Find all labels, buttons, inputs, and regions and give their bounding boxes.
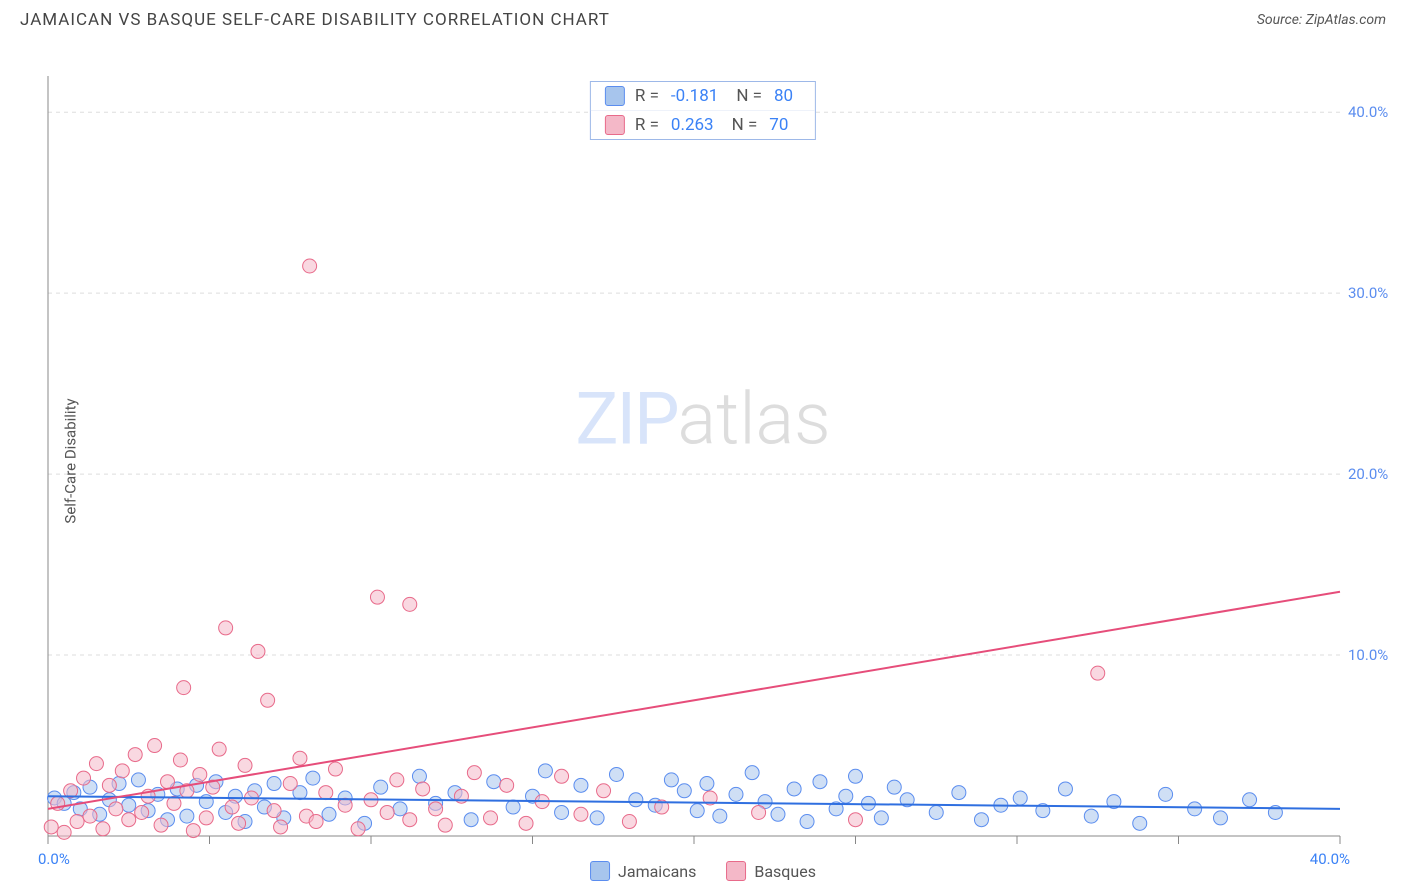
legend-label-jamaicans: Jamaicans (618, 862, 696, 881)
stats-legend: R = -0.181 N = 80 R = 0.263 N = 70 (590, 81, 816, 140)
chart-area: Self-Care Disability ZIPatlas 10.0%20.0%… (0, 36, 1406, 886)
stats-row-jamaicans: R = -0.181 N = 80 (591, 82, 815, 110)
r-label-2: R = (635, 115, 659, 135)
legend-swatch-basques (726, 861, 746, 881)
legend-item-jamaicans: Jamaicans (590, 861, 696, 881)
svg-text:20.0%: 20.0% (1348, 465, 1388, 483)
svg-text:40.0%: 40.0% (1310, 850, 1350, 868)
chart-title: JAMAICAN VS BASQUE SELF-CARE DISABILITY … (20, 10, 610, 30)
legend-swatch-jamaicans (590, 861, 610, 881)
stats-row-basques: R = 0.263 N = 70 (591, 110, 815, 139)
swatch-basques (605, 115, 625, 135)
r-value-1: -0.181 (671, 86, 718, 106)
svg-text:30.0%: 30.0% (1348, 284, 1388, 302)
r-value-2: 0.263 (671, 115, 714, 135)
svg-text:0.0%: 0.0% (38, 850, 70, 868)
svg-text:10.0%: 10.0% (1348, 646, 1388, 664)
series-legend: Jamaicans Basques (590, 861, 816, 881)
y-axis-label: Self-Care Disability (62, 398, 80, 523)
scatter-chart: 10.0% 20.0% 30.0% 40.0% 0.0% 40.0% (0, 36, 1406, 886)
source-attribution: Source: ZipAtlas.com (1257, 12, 1386, 28)
n-label-2: N = (732, 115, 758, 135)
n-value-2: 70 (769, 115, 788, 135)
n-value-1: 80 (774, 86, 793, 106)
legend-label-basques: Basques (754, 862, 816, 881)
svg-text:40.0%: 40.0% (1348, 103, 1388, 121)
legend-item-basques: Basques (726, 861, 816, 881)
r-label-1: R = (635, 86, 659, 106)
swatch-jamaicans (605, 86, 625, 106)
n-label-1: N = (736, 86, 762, 106)
